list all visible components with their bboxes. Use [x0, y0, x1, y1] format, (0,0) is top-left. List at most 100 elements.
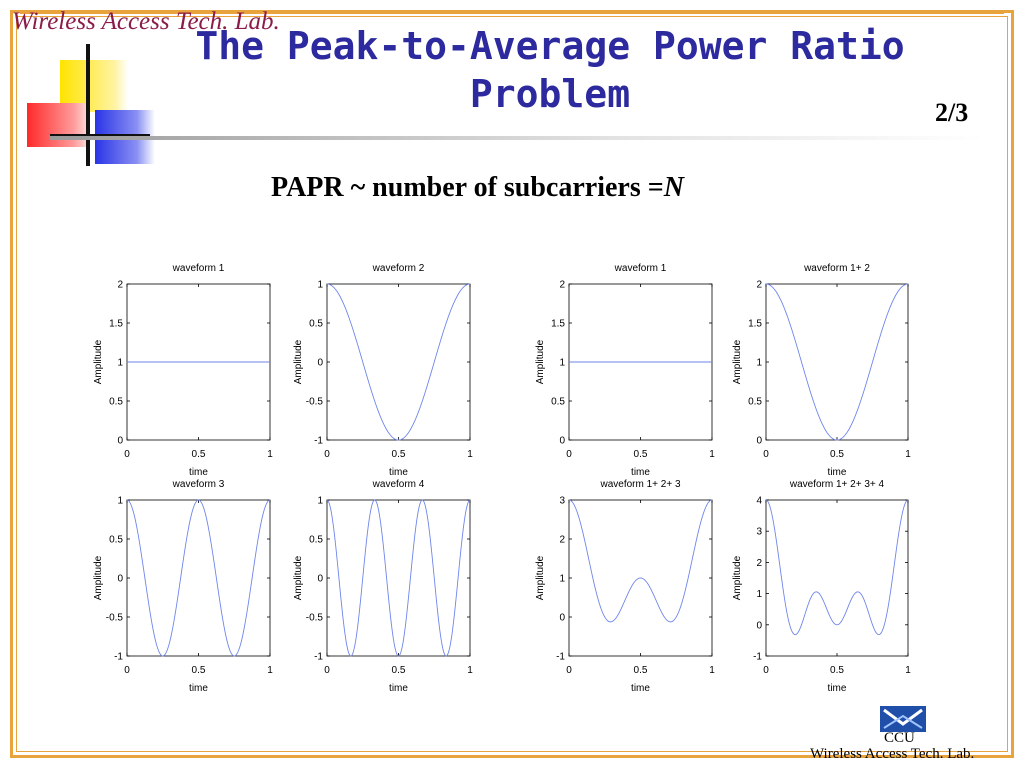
plot-area: [326, 283, 471, 441]
x-axis-label: time: [631, 467, 650, 478]
x-tick-label: 1: [267, 449, 273, 460]
header-rule: [50, 136, 985, 140]
chart-panel: waveform 1 0 0.5 1 1.5 2 0 0.5 1 time Amplitude: [535, 263, 715, 478]
waveform-line: [126, 499, 271, 657]
y-axis-label: Amplitude: [93, 555, 104, 600]
y-tick-label: 0: [317, 574, 323, 585]
y-tick-label: 0: [559, 436, 565, 447]
y-tick-label: 0: [559, 613, 565, 624]
y-tick-label: 2: [756, 280, 762, 291]
x-tick-label: 0.5: [634, 665, 648, 676]
chart-panel: waveform 2 -1 -0.5 0 0.5 1 0 0.5 1 time Amplitude: [293, 263, 473, 478]
y-tick-label: 0.5: [109, 535, 123, 546]
y-axis-label: Amplitude: [535, 339, 546, 384]
plot-area: [765, 499, 909, 657]
x-tick-label: 0.5: [392, 665, 406, 676]
y-tick-label: -0.5: [306, 397, 324, 408]
x-tick-label: 0.5: [192, 449, 206, 460]
x-tick-label: 1: [905, 449, 911, 460]
x-axis-label: time: [389, 467, 408, 478]
x-tick-label: 0.5: [192, 665, 206, 676]
x-tick-label: 1: [267, 665, 273, 676]
slide-title: The Peak-to-Average Power Ratio Problem: [160, 22, 940, 118]
chart-title: waveform 3: [172, 479, 225, 490]
x-axis-label: time: [189, 683, 208, 694]
lab-name-header: Wireless Access Tech. Lab.: [12, 8, 280, 35]
page-number: 2/3: [935, 98, 969, 127]
y-tick-label: 0: [117, 574, 123, 585]
footer-institution: CCU: [884, 730, 915, 746]
slide-subtitle: PAPR ~ number of subcarriers =N: [0, 172, 955, 204]
y-axis-label: Amplitude: [293, 555, 304, 600]
y-axis-label: Amplitude: [732, 339, 743, 384]
y-tick-label: -0.5: [106, 613, 124, 624]
y-tick-label: 0.5: [748, 397, 762, 408]
footer-lab-name: Wireless Access Tech. Lab.: [810, 746, 975, 762]
x-tick-label: 1: [467, 449, 473, 460]
x-tick-label: 0.5: [830, 449, 844, 460]
x-tick-label: 0.5: [830, 665, 844, 676]
chart-title: waveform 1: [172, 263, 225, 274]
y-tick-label: 1: [559, 358, 565, 369]
slide-frame-inner: [16, 16, 1008, 752]
ccu-logo-icon: [880, 706, 926, 732]
chart-panel: waveform 1+ 2 0 0.5 1 1.5 2 0 0.5 1 time Amplitude: [732, 263, 911, 478]
waveform-line: [765, 499, 909, 636]
y-tick-label: 1: [317, 496, 323, 507]
y-tick-label: -0.5: [306, 613, 324, 624]
y-tick-label: 1.5: [748, 319, 762, 330]
x-tick-label: 0: [124, 449, 130, 460]
x-tick-label: 1: [709, 665, 715, 676]
y-tick-label: 3: [756, 527, 762, 538]
x-tick-label: 0: [566, 665, 572, 676]
x-tick-label: 1: [467, 665, 473, 676]
y-tick-label: -1: [114, 652, 123, 663]
y-tick-label: 4: [756, 496, 762, 507]
waveform-line: [326, 499, 471, 657]
y-tick-label: 1: [756, 589, 762, 600]
slide-title-line2: Problem: [469, 72, 631, 116]
subtitle-variable: N: [663, 172, 684, 203]
ccu-logo-mark: [883, 708, 923, 729]
y-tick-label: 1: [559, 574, 565, 585]
x-axis-label: time: [389, 683, 408, 694]
waveform-line: [568, 499, 713, 623]
chart-title: waveform 1: [614, 263, 667, 274]
chart-title: waveform 1+ 2+ 3+ 4: [789, 479, 885, 490]
x-axis-label: time: [189, 467, 208, 478]
slide-frame-outer: [10, 10, 1014, 758]
x-tick-label: 1: [905, 665, 911, 676]
y-tick-label: 1.5: [109, 319, 123, 330]
x-tick-label: 0: [324, 449, 330, 460]
slide-title-line1: The Peak-to-Average Power Ratio: [195, 24, 905, 68]
y-axis-label: Amplitude: [93, 339, 104, 384]
deco-vertical-bar: [86, 44, 90, 166]
chart-panel: waveform 4 -1 -0.5 0 0.5 1 0 0.5 1 time Amplitude: [293, 479, 473, 694]
waveform-line: [765, 283, 909, 441]
y-tick-label: 0.5: [551, 397, 565, 408]
y-tick-label: 0.5: [109, 397, 123, 408]
y-tick-label: -1: [314, 652, 323, 663]
y-tick-label: 1: [117, 496, 123, 507]
y-tick-label: 2: [117, 280, 123, 291]
y-tick-label: 0.5: [309, 319, 323, 330]
y-tick-label: 1: [117, 358, 123, 369]
y-axis-label: Amplitude: [535, 555, 546, 600]
x-tick-label: 1: [709, 449, 715, 460]
y-tick-label: 0.5: [309, 535, 323, 546]
chart-title: waveform 1+ 2: [803, 263, 870, 274]
y-axis-label: Amplitude: [732, 555, 743, 600]
plot-area: [765, 283, 909, 441]
y-axis-label: Amplitude: [293, 339, 304, 384]
y-tick-label: 1: [756, 358, 762, 369]
y-tick-label: 0: [317, 358, 323, 369]
y-tick-label: 0: [756, 436, 762, 447]
y-tick-label: 0: [117, 436, 123, 447]
chart-panel: waveform 3 -1 -0.5 0 0.5 1 0 0.5 1 time Amplitude: [93, 479, 273, 694]
x-axis-label: time: [828, 683, 847, 694]
slide-frame-line: [20, 13, 1004, 14]
x-tick-label: 0: [566, 449, 572, 460]
y-tick-label: 1.5: [551, 319, 565, 330]
